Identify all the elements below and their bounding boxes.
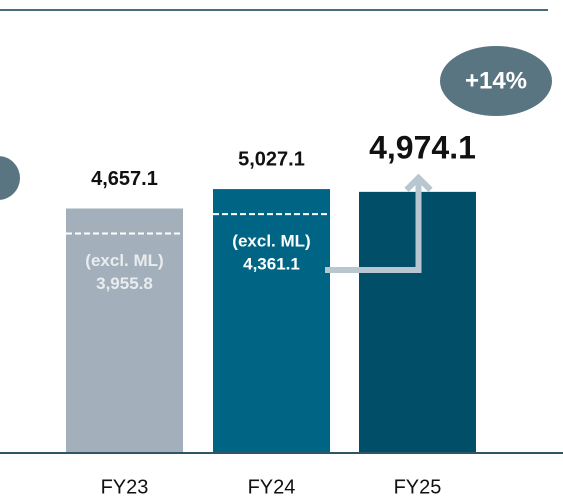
bar — [66, 208, 183, 453]
value-label: 5,027.1 — [238, 148, 305, 170]
excl-value: 4,361.1 — [243, 255, 300, 274]
x-tick-label: FY23 — [101, 476, 149, 498]
value-label: 4,657.1 — [91, 168, 158, 190]
x-tick-label: FY25 — [394, 476, 442, 498]
growth-arrow — [325, 177, 422, 273]
bar — [213, 189, 330, 453]
excl-value: 3,955.8 — [96, 274, 153, 293]
side-badge — [0, 156, 20, 200]
excl-title: (excl. ML) — [85, 251, 163, 270]
growth-arrowhead — [404, 173, 433, 192]
growth-label: +14% — [465, 67, 527, 94]
excl-title: (excl. ML) — [232, 232, 310, 251]
x-tick-label: FY24 — [248, 476, 296, 498]
growth-badge — [440, 46, 552, 116]
value-label: 4,974.1 — [369, 129, 476, 165]
